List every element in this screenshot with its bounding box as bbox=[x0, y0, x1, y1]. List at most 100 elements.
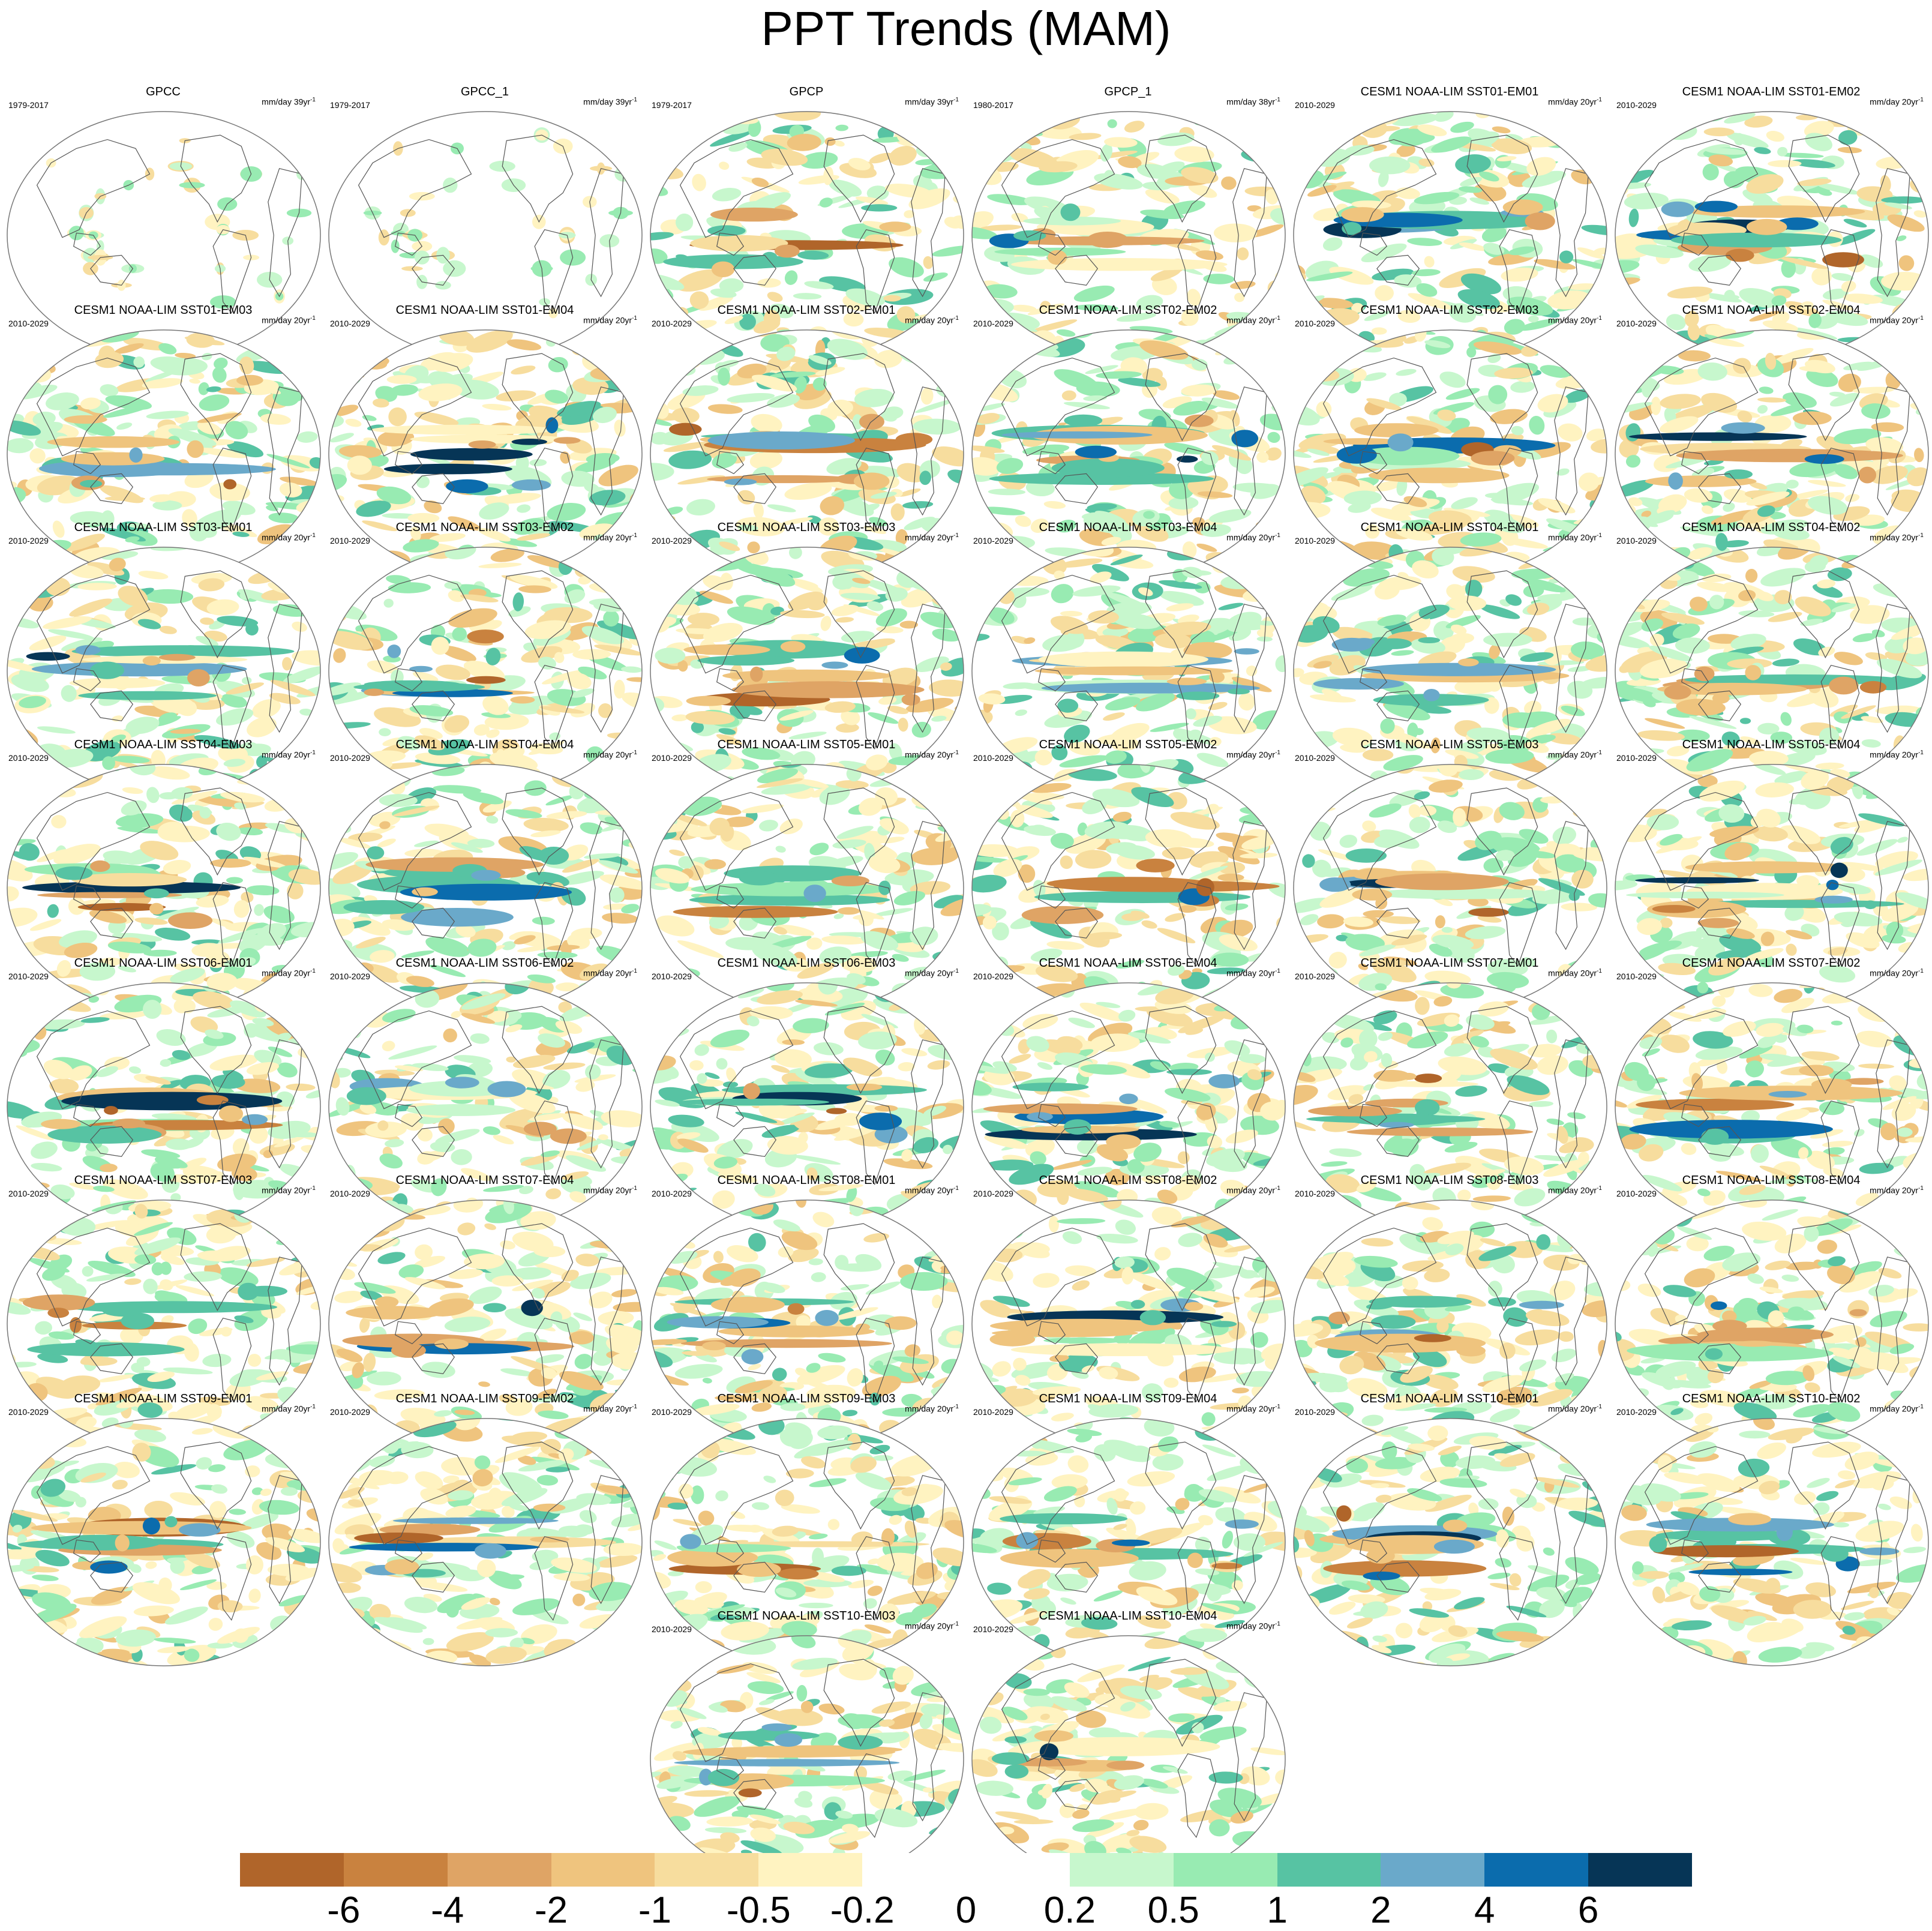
trend-field bbox=[650, 547, 964, 795]
units-base: mm/day bbox=[1226, 1404, 1256, 1414]
colorbar-tick-labels: -6 -4 -2 -1 -0.5 -0.2 0 0.2 0.5 1 2 4 6 bbox=[0, 1890, 1932, 1930]
map-boundary bbox=[971, 1200, 1286, 1448]
units-period: 20yr bbox=[937, 749, 954, 760]
units-base: mm/day bbox=[1548, 1185, 1578, 1195]
panel-title: CESM1 NOAA-LIM SST01-EM01 bbox=[1360, 85, 1539, 98]
units-period: 20yr bbox=[293, 532, 311, 542]
map-boundary bbox=[650, 1200, 964, 1448]
panel-units: mm/day 39yr-1 bbox=[262, 95, 316, 107]
units-period: 20yr bbox=[1258, 532, 1276, 542]
panel-units: mm/day 20yr-1 bbox=[262, 530, 316, 543]
panel-title: CESM1 NOAA-LIM SST03-EM04 bbox=[1039, 521, 1217, 534]
map-boundary bbox=[7, 111, 321, 359]
map-panel: CESM1 NOAA-LIM SST09-EM03 2010-2029 mm/day… bbox=[646, 1391, 967, 1673]
units-period: 20yr bbox=[1901, 1185, 1919, 1195]
units-base: mm/day bbox=[1548, 532, 1578, 542]
colorbar-swatch bbox=[1484, 1853, 1589, 1887]
panel-units: mm/day 20yr-1 bbox=[905, 313, 959, 326]
world-map bbox=[1615, 982, 1929, 1231]
units-base: mm/day bbox=[583, 1185, 613, 1195]
panel-units: mm/day 20yr-1 bbox=[583, 748, 637, 760]
world-map bbox=[328, 982, 643, 1231]
map-panel: CESM1 NOAA-LIM SST08-EM03 2010-2029 mm/day… bbox=[1289, 1173, 1610, 1455]
map-panel: CESM1 NOAA-LIM SST05-EM02 2010-2029 mm/day… bbox=[967, 737, 1289, 1019]
units-base: mm/day bbox=[1870, 532, 1900, 542]
map-boundary bbox=[1615, 982, 1929, 1231]
panel-period: 1979-2017 bbox=[652, 100, 692, 110]
map-boundary bbox=[650, 764, 964, 1012]
world-map bbox=[1615, 1200, 1929, 1448]
units-base: mm/day bbox=[262, 532, 292, 542]
panel-period: 2010-2029 bbox=[1295, 100, 1335, 110]
panel-period: 2010-2029 bbox=[1295, 536, 1335, 545]
panel-units: mm/day 20yr-1 bbox=[262, 748, 316, 760]
trend-field bbox=[1293, 1418, 1607, 1666]
units-period: 20yr bbox=[293, 1185, 311, 1195]
panel-period: 2010-2029 bbox=[8, 1407, 49, 1417]
units-base: mm/day bbox=[905, 749, 935, 760]
map-panel: CESM1 NOAA-LIM SST10-EM01 2010-2029 mm/day… bbox=[1289, 1391, 1610, 1673]
panel-units: mm/day 20yr-1 bbox=[905, 530, 959, 543]
panel-units: mm/day 20yr-1 bbox=[905, 1619, 959, 1632]
map-boundary bbox=[1293, 982, 1607, 1231]
panel-period: 2010-2029 bbox=[1295, 1407, 1335, 1417]
units-period: 20yr bbox=[937, 1404, 954, 1414]
map-boundary bbox=[1293, 1200, 1607, 1448]
units-period: 20yr bbox=[615, 749, 632, 760]
map-panel: CESM1 NOAA-LIM SST08-EM01 2010-2029 mm/day… bbox=[646, 1173, 967, 1455]
units-base: mm/day bbox=[262, 315, 292, 325]
units-period: 20yr bbox=[1258, 1404, 1276, 1414]
panel-period: 2010-2029 bbox=[973, 972, 1013, 981]
panel-period: 2010-2029 bbox=[652, 753, 692, 763]
colorbar-swatch bbox=[551, 1853, 655, 1887]
units-exponent: -1 bbox=[953, 968, 959, 975]
colorbar-swatch bbox=[758, 1853, 863, 1887]
trend-field bbox=[971, 1418, 1285, 1666]
world-map bbox=[1293, 764, 1607, 1012]
units-exponent: -1 bbox=[310, 1404, 316, 1410]
units-period: 20yr bbox=[1258, 749, 1276, 760]
units-base: mm/day bbox=[1548, 1404, 1578, 1414]
panel-title: CESM1 NOAA-LIM SST09-EM01 bbox=[74, 1392, 253, 1405]
units-period: 20yr bbox=[615, 1404, 632, 1414]
panel-units: mm/day 20yr-1 bbox=[1226, 313, 1280, 326]
units-base: mm/day bbox=[583, 749, 613, 760]
units-exponent: -1 bbox=[632, 97, 637, 103]
units-period: 20yr bbox=[293, 749, 311, 760]
units-exponent: -1 bbox=[310, 97, 316, 103]
units-base: mm/day bbox=[905, 968, 935, 978]
panel-period: 2010-2029 bbox=[1616, 100, 1657, 110]
map-panel: CESM1 NOAA-LIM SST05-EM03 2010-2029 mm/day… bbox=[1289, 737, 1610, 1019]
panel-title: CESM1 NOAA-LIM SST03-EM02 bbox=[395, 521, 574, 534]
colorbar-tick: -1 bbox=[638, 1890, 671, 1931]
map-boundary bbox=[7, 547, 321, 795]
panel-title: CESM1 NOAA-LIM SST01-EM02 bbox=[1682, 85, 1861, 98]
panel-units: mm/day 20yr-1 bbox=[1870, 748, 1924, 760]
map-panel: CESM1 NOAA-LIM SST02-EM01 2010-2029 mm/day… bbox=[646, 302, 967, 584]
panel-period: 2010-2029 bbox=[652, 972, 692, 981]
panel-title: CESM1 NOAA-LIM SST05-EM02 bbox=[1039, 738, 1217, 751]
map-panel: CESM1 NOAA-LIM SST04-EM02 2010-2029 mm/day… bbox=[1610, 520, 1932, 802]
panel-period: 1979-2017 bbox=[330, 100, 370, 110]
units-base: mm/day bbox=[583, 1404, 613, 1414]
trend-field bbox=[7, 1200, 320, 1448]
units-base: mm/day bbox=[262, 968, 292, 978]
units-exponent: -1 bbox=[1275, 532, 1280, 539]
colorbar-tick: 6 bbox=[1577, 1890, 1599, 1931]
units-period: 20yr bbox=[1901, 315, 1919, 325]
panel-units: mm/day 20yr-1 bbox=[583, 966, 637, 979]
panel-title: CESM1 NOAA-LIM SST07-EM01 bbox=[1360, 956, 1539, 970]
panel-units: mm/day 20yr-1 bbox=[1870, 966, 1924, 979]
panel-period: 2010-2029 bbox=[1295, 1189, 1335, 1198]
map-panel: CESM1 NOAA-LIM SST01-EM02 2010-2029 mm/day… bbox=[1610, 84, 1932, 366]
panel-title: CESM1 NOAA-LIM SST09-EM02 bbox=[395, 1392, 574, 1405]
panel-units: mm/day 20yr-1 bbox=[262, 313, 316, 326]
map-panel: CESM1 NOAA-LIM SST03-EM04 2010-2029 mm/day… bbox=[967, 520, 1289, 802]
map-panel: GPCC_1 1979-2017 mm/day 39yr-1 bbox=[324, 84, 646, 366]
units-exponent: -1 bbox=[1275, 1404, 1280, 1410]
panel-units: mm/day 20yr-1 bbox=[1226, 748, 1280, 760]
units-period: 20yr bbox=[293, 1404, 311, 1414]
map-panel: CESM1 NOAA-LIM SST07-EM02 2010-2029 mm/day… bbox=[1610, 955, 1932, 1237]
panel-title: CESM1 NOAA-LIM SST08-EM03 bbox=[1360, 1174, 1539, 1187]
world-map bbox=[971, 547, 1286, 795]
